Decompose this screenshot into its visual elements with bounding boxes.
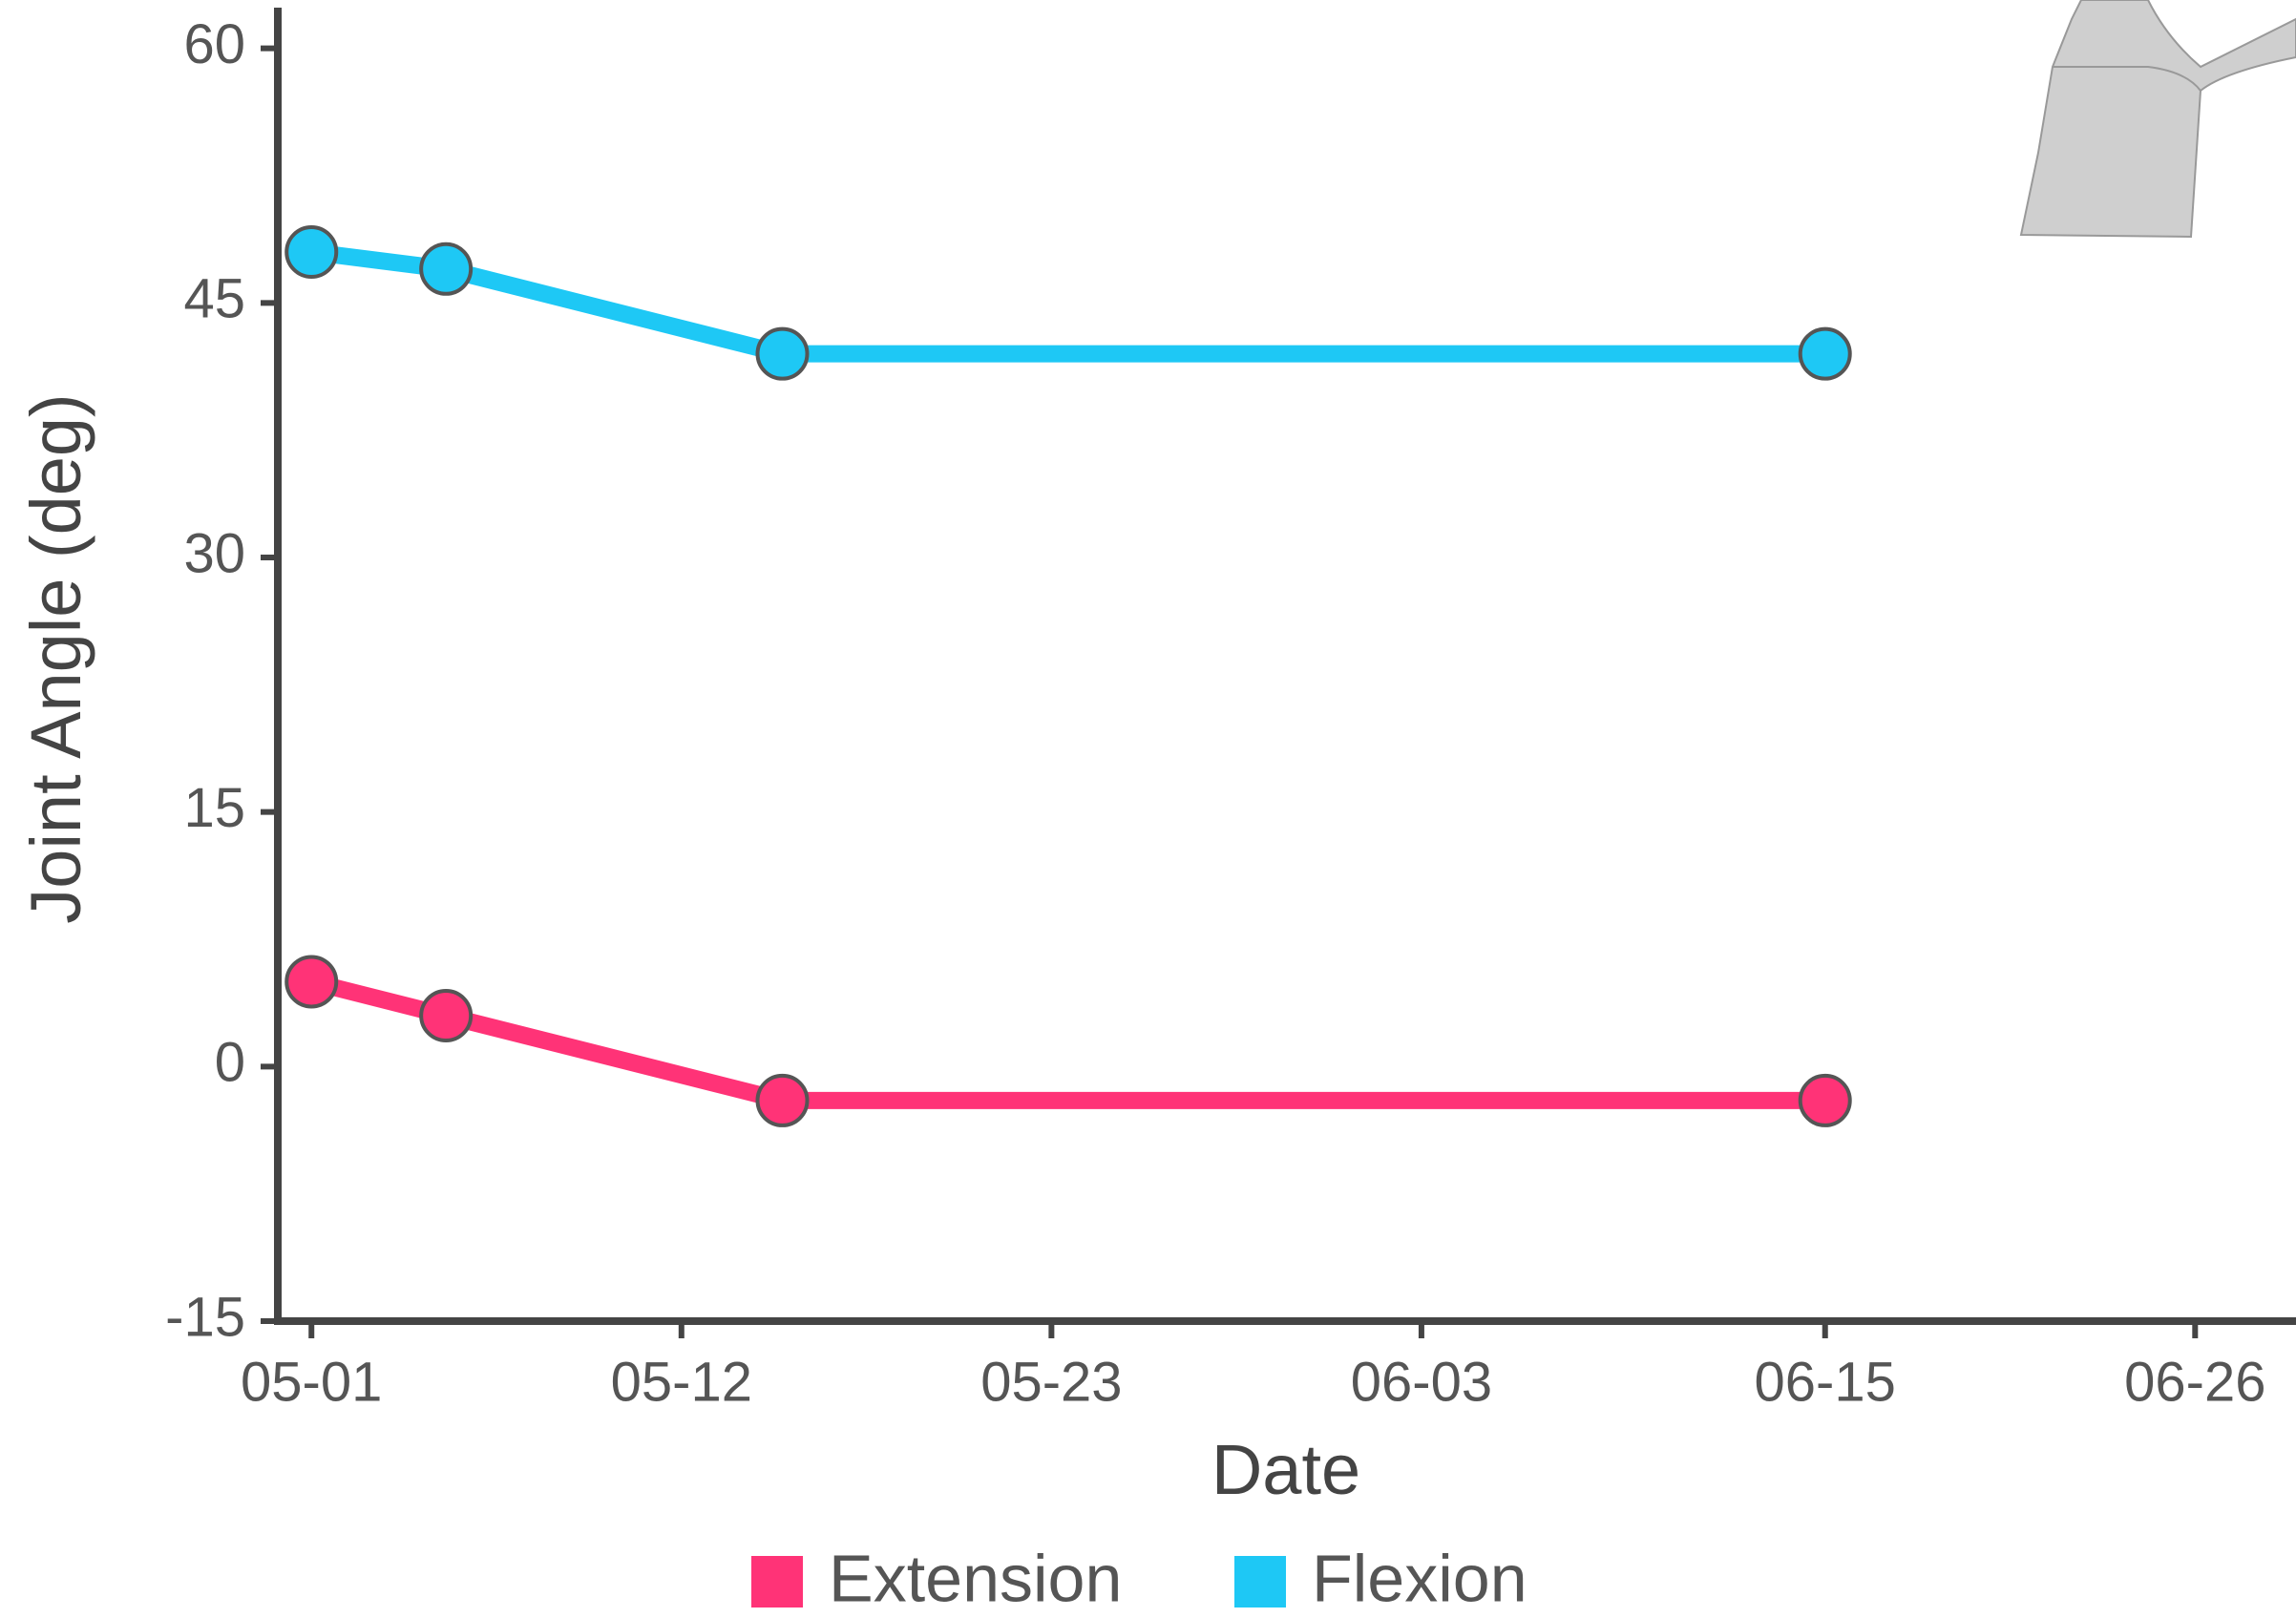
wrist-illustration: [2019, 0, 2296, 239]
data-point: [1798, 326, 1852, 381]
y-tick-label: 60: [183, 13, 245, 75]
wrist-shape: [2019, 0, 2296, 239]
data-point: [419, 242, 474, 296]
wrist-crease: [2053, 66, 2201, 92]
series-line: [309, 973, 1825, 1109]
x-tick-label: 06-03: [1351, 1351, 1492, 1413]
legend-label: Extension: [829, 1541, 1122, 1615]
y-axis-title: Joint Angle (deg): [16, 393, 95, 923]
data-point: [1798, 1073, 1852, 1127]
y-tick-label: 45: [183, 268, 245, 330]
data-point: [284, 225, 339, 279]
x-tick-label: 05-23: [980, 1351, 1122, 1413]
x-tick-label: 06-26: [2124, 1351, 2265, 1413]
x-tick-label: 05-12: [611, 1351, 752, 1413]
data-point: [284, 955, 339, 1009]
legend: Extension Flexion: [751, 1541, 1527, 1615]
y-tick-label: -15: [165, 1286, 245, 1348]
data-point: [755, 1073, 810, 1127]
x-tick-label: 06-15: [1755, 1351, 1896, 1413]
y-tick-label: 0: [215, 1032, 245, 1094]
series-line: [310, 243, 1825, 363]
data-point: [755, 326, 810, 381]
legend-swatch: [1234, 1556, 1286, 1607]
y-tick-label: 15: [183, 777, 245, 839]
x-tick-label: 05-01: [241, 1351, 382, 1413]
y-tick-label: 30: [183, 522, 245, 584]
legend-swatch: [751, 1556, 803, 1607]
data-point: [419, 989, 474, 1042]
legend-label: Flexion: [1312, 1541, 1527, 1615]
x-axis-title: Date: [1211, 1430, 1360, 1509]
